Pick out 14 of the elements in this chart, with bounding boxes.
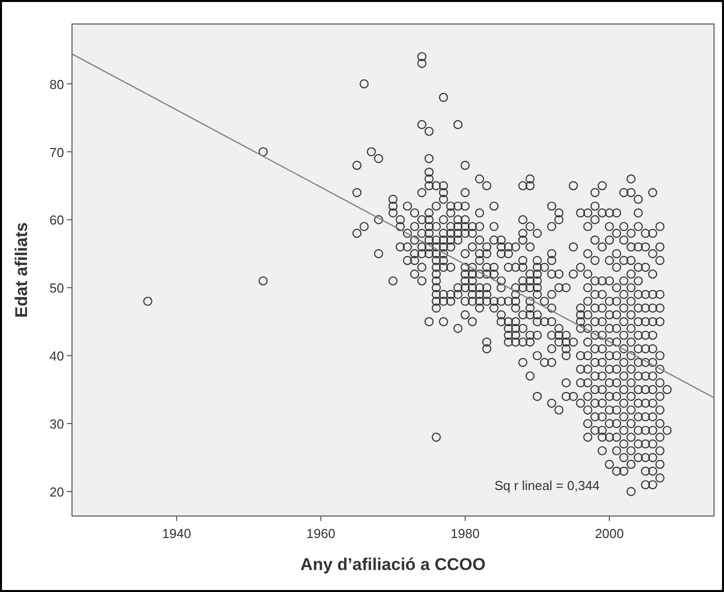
y-tick-label: 20 — [50, 484, 64, 500]
y-tick-label: 40 — [50, 348, 64, 364]
x-tick-label: 2000 — [594, 526, 624, 541]
y-tick-label: 60 — [50, 212, 64, 228]
x-tick-label: 1980 — [450, 526, 480, 541]
y-tick-label: 30 — [50, 416, 64, 432]
y-axis-title: Edat afiliats — [12, 222, 31, 318]
annotation: Sq r lineal = 0,344 — [494, 478, 600, 493]
x-tick-label: 1960 — [306, 526, 336, 541]
y-tick-label: 50 — [50, 280, 64, 296]
y-tick-label: 70 — [50, 144, 64, 160]
x-axis-title: Any d’afiliació a CCOO — [300, 555, 486, 574]
y-tick-label: 80 — [50, 76, 64, 92]
x-tick-label: 1940 — [162, 526, 192, 541]
